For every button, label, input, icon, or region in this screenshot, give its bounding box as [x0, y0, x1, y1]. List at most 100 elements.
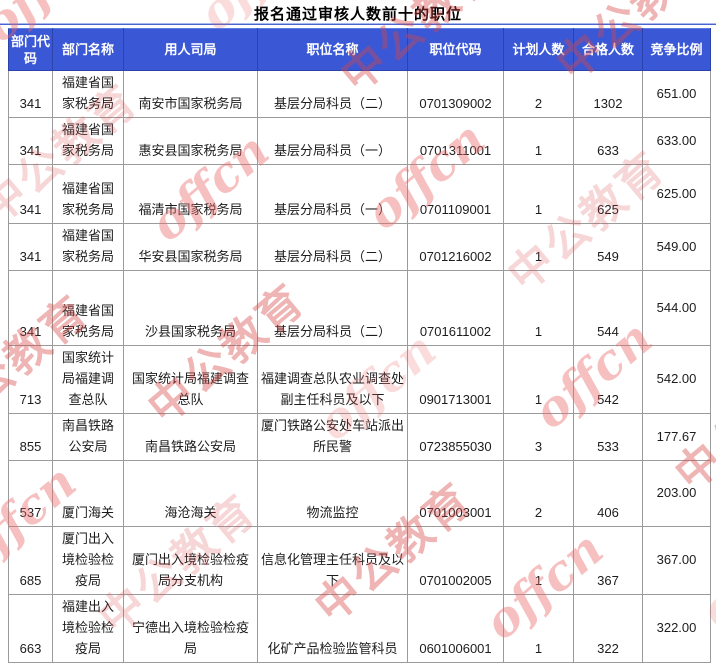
column-header-position-name: 职位名称 [258, 29, 408, 71]
cell-bureau: 海沧海关 [124, 461, 258, 527]
column-header-dept-code: 部门代码 [9, 29, 53, 71]
cell-planned-count: 3 [504, 414, 574, 461]
cell-bureau: 南昌铁路公安局 [124, 414, 258, 461]
cell-qualified-count: 625 [574, 165, 643, 224]
cell-ratio: 177.67 [643, 414, 711, 461]
cell-planned-count: 1 [504, 224, 574, 271]
cell-dept-code: 341 [9, 165, 53, 224]
column-header-qualified-count: 合格人数 [574, 29, 643, 71]
cell-position-name: 基层分局科员（二） [258, 224, 408, 271]
cell-position-name: 基层分局科员（一） [258, 118, 408, 165]
cell-ratio: 203.00 [643, 461, 711, 527]
cell-planned-count: 1 [504, 527, 574, 595]
cell-bureau: 沙县国家税务局 [124, 271, 258, 346]
cell-bureau: 南安市国家税务局 [124, 71, 258, 118]
cell-position-name: 基层分局科员（一） [258, 165, 408, 224]
cell-dept-code: 341 [9, 71, 53, 118]
cell-dept-code: 663 [9, 595, 53, 663]
cell-dept-code: 855 [9, 414, 53, 461]
cell-dept-code: 685 [9, 527, 53, 595]
cell-ratio: 633.00 [643, 118, 711, 165]
cell-ratio: 542.00 [643, 346, 711, 414]
cell-bureau: 福清市国家税务局 [124, 165, 258, 224]
cell-dept-code: 537 [9, 461, 53, 527]
cell-position-name: 福建调查总队农业调查处副主任科员及以下 [258, 346, 408, 414]
cell-planned-count: 1 [504, 118, 574, 165]
cell-position-code: 0701311001 [408, 118, 504, 165]
cell-position-name: 信息化管理主任科员及以下 [258, 527, 408, 595]
cell-qualified-count: 406 [574, 461, 643, 527]
cell-bureau: 宁德出入境检验检疫局 [124, 595, 258, 663]
cell-position-name: 基层分局科员（二） [258, 271, 408, 346]
cell-position-code: 0701109001 [408, 165, 504, 224]
cell-position-name: 物流监控 [258, 461, 408, 527]
cell-ratio: 625.00 [643, 165, 711, 224]
cell-ratio: 367.00 [643, 527, 711, 595]
column-header-dept-name: 部门名称 [53, 29, 124, 71]
cell-position-name: 厦门铁路公安处车站派出所民警 [258, 414, 408, 461]
cell-dept-name: 福建出入境检验检疫局 [53, 595, 124, 663]
cell-qualified-count: 322 [574, 595, 643, 663]
cell-dept-name: 福建省国家税务局 [53, 224, 124, 271]
cell-position-code: 0701003001 [408, 461, 504, 527]
cell-dept-name: 厦门海关 [53, 461, 124, 527]
column-header-ratio: 竞争比例 [643, 29, 711, 71]
cell-qualified-count: 367 [574, 527, 643, 595]
cell-planned-count: 1 [504, 271, 574, 346]
cell-bureau: 华安县国家税务局 [124, 224, 258, 271]
cell-qualified-count: 633 [574, 118, 643, 165]
cell-bureau: 国家统计局福建调查总队 [124, 346, 258, 414]
page-title: 报名通过审核人数前十的职位 [0, 3, 716, 24]
cell-qualified-count: 544 [574, 271, 643, 346]
cell-dept-code: 341 [9, 271, 53, 346]
cell-ratio: 549.00 [643, 224, 711, 271]
cell-qualified-count: 533 [574, 414, 643, 461]
cell-planned-count: 2 [504, 461, 574, 527]
cell-bureau: 惠安县国家税务局 [124, 118, 258, 165]
cell-planned-count: 1 [504, 595, 574, 663]
title-divider [0, 23, 716, 25]
cell-dept-name: 福建省国家税务局 [53, 71, 124, 118]
cell-position-code: 0701216002 [408, 224, 504, 271]
cell-qualified-count: 549 [574, 224, 643, 271]
cell-dept-name: 南昌铁路公安局 [53, 414, 124, 461]
cell-dept-code: 341 [9, 224, 53, 271]
table-header-row: 部门代码部门名称用人司局职位名称职位代码计划人数合格人数竞争比例 [9, 29, 711, 71]
table-header: 部门代码部门名称用人司局职位名称职位代码计划人数合格人数竞争比例 [9, 29, 711, 71]
cell-position-code: 0723855030 [408, 414, 504, 461]
column-header-planned-count: 计划人数 [504, 29, 574, 71]
cell-dept-name: 福建省国家税务局 [53, 165, 124, 224]
cell-planned-count: 1 [504, 165, 574, 224]
cell-position-code: 0701309002 [408, 71, 504, 118]
cell-qualified-count: 542 [574, 346, 643, 414]
column-header-position-code: 职位代码 [408, 29, 504, 71]
cell-position-code: 0701611002 [408, 271, 504, 346]
cell-dept-name: 福建省国家税务局 [53, 118, 124, 165]
cell-position-name: 基层分局科员（二） [258, 71, 408, 118]
cell-position-code: 0601006001 [408, 595, 504, 663]
cell-dept-name: 国家统计局福建调查总队 [53, 346, 124, 414]
cell-ratio: 322.00 [643, 595, 711, 663]
cell-planned-count: 1 [504, 346, 574, 414]
cell-position-code: 0901713001 [408, 346, 504, 414]
cell-planned-count: 2 [504, 71, 574, 118]
cell-position-code: 0701002005 [408, 527, 504, 595]
cell-ratio: 651.00 [643, 71, 711, 118]
cell-position-name: 化矿产品检验监管科员 [258, 595, 408, 663]
cell-dept-name: 福建省国家税务局 [53, 271, 124, 346]
cell-bureau: 厦门出入境检验检疫局分支机构 [124, 527, 258, 595]
cell-qualified-count: 1302 [574, 71, 643, 118]
cell-dept-code: 713 [9, 346, 53, 414]
column-header-bureau: 用人司局 [124, 29, 258, 71]
